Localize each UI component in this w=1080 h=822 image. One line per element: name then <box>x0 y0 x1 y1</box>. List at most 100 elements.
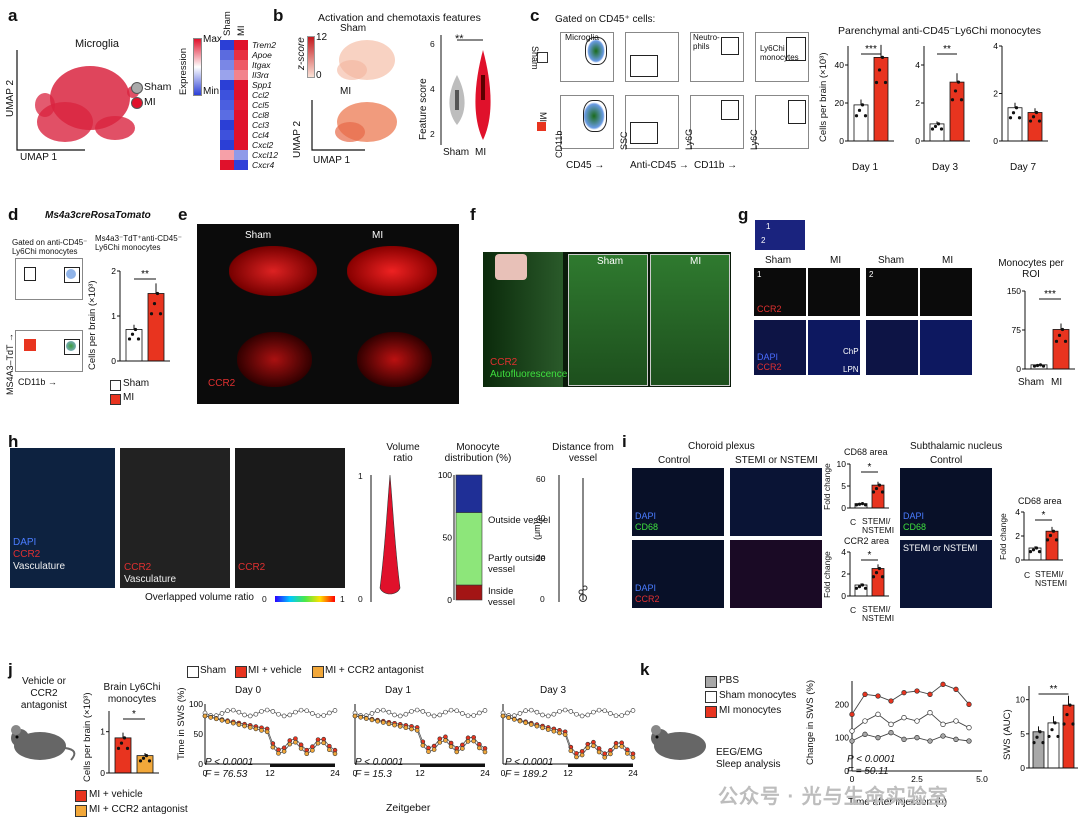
heatmap-cell <box>234 140 248 150</box>
h-img-overlap <box>235 448 345 588</box>
c-day7-chart: 0 2 4 <box>993 41 1048 146</box>
series-line <box>204 709 336 717</box>
h-dist-legend-outside: Outside vessel <box>488 515 551 526</box>
h-label-ccr2: CCR2 <box>13 549 41 560</box>
y-tick-label: 0 <box>198 759 203 769</box>
data-point <box>930 127 935 131</box>
series-point <box>568 709 574 714</box>
c-gated-label: Gated on CD45⁺ cells: <box>555 14 656 25</box>
j-legend-vehicle: MI + vehicle <box>89 789 143 800</box>
data-point <box>874 80 879 85</box>
series-point <box>545 713 551 719</box>
i-stn-cd68-title: CD68 area <box>1018 496 1062 506</box>
series-point <box>534 723 540 729</box>
c-day3-chart: 0 2 4 ** <box>915 44 970 146</box>
data-point <box>883 80 888 85</box>
heatmap-cell <box>220 140 234 150</box>
series-point <box>304 708 310 714</box>
y-tick-label: 0 <box>839 136 844 146</box>
data-point <box>860 103 865 107</box>
x-tick-label: 0 <box>850 774 855 784</box>
series-point <box>253 726 259 732</box>
h-dist-tick-0: 0 <box>540 594 545 604</box>
series-point <box>545 727 551 732</box>
heatmap-cell <box>234 60 248 70</box>
data-point <box>854 114 859 118</box>
series-point <box>625 751 630 756</box>
data-point <box>152 302 157 306</box>
k-legend-mi: MI monocytes <box>719 705 782 716</box>
series-point <box>500 713 506 719</box>
b-mi-label: MI <box>340 86 352 97</box>
series-point <box>540 725 545 731</box>
h-dist-tick-60: 60 <box>536 474 546 484</box>
h-vol-tick-0: 0 <box>358 594 363 604</box>
series-point <box>443 709 448 715</box>
y-tick-label: 4 <box>841 547 846 557</box>
series-point <box>380 707 386 713</box>
data-point <box>871 490 876 494</box>
series-point <box>202 713 208 719</box>
j-xlabel: Zeitgeber <box>386 802 431 814</box>
data-point <box>1071 722 1075 726</box>
gene-label: Spp1 <box>252 80 272 90</box>
series-point <box>849 738 855 744</box>
i-img-ctrl-cd68 <box>632 468 724 536</box>
data-point <box>122 736 127 740</box>
k-sleep: Sleep analysis <box>716 759 781 770</box>
series-point <box>619 744 624 749</box>
b-zmin: 0 <box>316 70 322 81</box>
j-stat-f0: F = 76.53 <box>205 769 248 780</box>
i-ccr2-ylabel: Fold change <box>822 551 832 598</box>
series-point <box>364 716 369 721</box>
series-point <box>477 710 482 716</box>
j-day-panel: 0 12 24 <box>501 704 638 778</box>
data-point <box>1031 115 1036 119</box>
series-point <box>448 707 454 713</box>
i-col-stemi: STEMI or NSTEMI <box>735 455 818 466</box>
h-label-vasculature: Vasculature <box>13 561 66 572</box>
j-day-panel: 0 12 24 <box>353 704 490 778</box>
d-flow-sham <box>15 258 83 300</box>
series-point <box>247 725 253 730</box>
series-point <box>321 713 326 718</box>
y-tick-label: 75 <box>1012 325 1022 335</box>
x-tick-label: 0 <box>353 768 358 778</box>
y-tick-label: 150 <box>1007 286 1021 296</box>
data-point <box>147 759 152 763</box>
series-point <box>230 707 236 713</box>
series-point <box>517 711 523 716</box>
series-point <box>568 748 574 754</box>
series-point <box>321 740 326 746</box>
series-point <box>397 724 403 729</box>
series-point <box>420 709 426 714</box>
gene-label: Cxcr4 <box>252 160 275 170</box>
series-point <box>574 711 579 717</box>
series-point <box>551 711 557 717</box>
series-line <box>851 732 970 742</box>
heatmap-cell <box>220 90 234 100</box>
h-dist-legend-partly: Partly outside vessel <box>488 553 546 575</box>
series-point <box>392 712 397 718</box>
data-point <box>1045 538 1050 542</box>
series-point <box>523 708 528 714</box>
d-xaxis: CD11b → <box>18 377 57 387</box>
j-top-legend-sham: Sham <box>200 665 227 676</box>
y-tick-label: 4 <box>915 60 920 70</box>
i-label-dapi-bot: DAPI <box>635 583 657 593</box>
d-legend-mi-marker <box>110 394 121 405</box>
c-day7-label: Day 7 <box>1010 162 1037 173</box>
c-axis-y2: SSC <box>619 131 629 150</box>
gene-label: Apoe <box>252 50 272 60</box>
series-point <box>327 710 332 716</box>
series-point <box>426 711 431 717</box>
data-point <box>1032 364 1037 368</box>
y-tick-label: 2 <box>915 98 920 108</box>
a-umap-cells <box>35 66 139 142</box>
series-point <box>596 707 602 713</box>
panel-label-d: d <box>8 205 19 224</box>
a-legend-sham-marker <box>131 82 143 94</box>
data-point <box>125 746 130 751</box>
data-point <box>1028 550 1033 554</box>
series-point <box>264 729 270 735</box>
